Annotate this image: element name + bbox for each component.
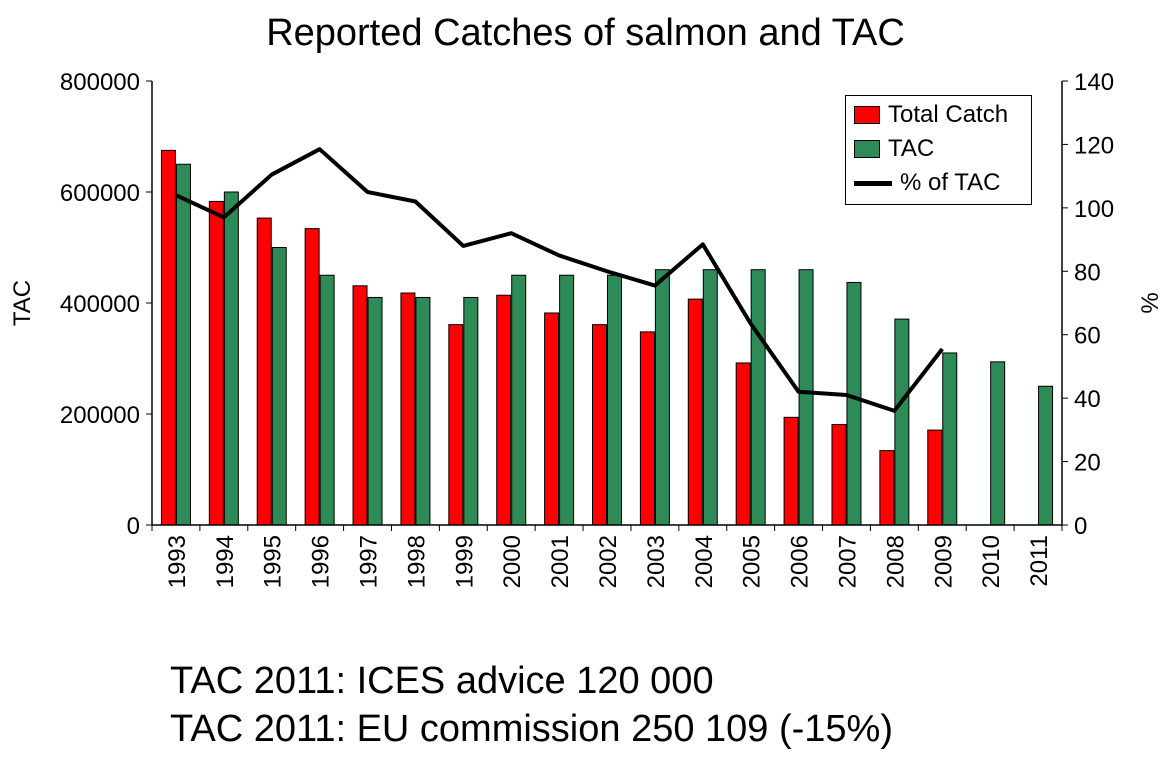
x-tick-label: 1993 (164, 535, 191, 588)
chart-plot: 0 200000 400000 600000 800000 0 20 40 60 80 100 120… (9, 69, 1164, 588)
legend-item-total-catch: Total Catch (854, 100, 1008, 130)
bar-tac-2004 (702, 269, 718, 526)
bar-tac-2003 (654, 269, 670, 526)
x-tick-label: 1999 (451, 535, 478, 588)
bar-total-catch-2005 (735, 362, 751, 526)
chart-title: Reported Catches of salmon and TAC (266, 12, 905, 54)
x-tick-label: 1997 (356, 535, 383, 588)
legend-label-pct-tac: % of TAC (900, 169, 1001, 196)
bar-tac-2009 (942, 352, 958, 526)
legend-label-total-catch: Total Catch (888, 101, 1009, 128)
bar-tac-2006 (798, 269, 814, 526)
bar-total-catch-1999 (448, 324, 464, 526)
bar-tac-2000 (511, 274, 527, 526)
bar-tac-2001 (559, 274, 575, 526)
x-tick-label: 2000 (499, 535, 526, 588)
note-eu-commission: TAC 2011: EU commission 250 109 (-15%) (170, 708, 894, 750)
bar-total-catch-1993 (160, 149, 176, 526)
y-tick-label: 800000 (60, 69, 140, 96)
legend-label-tac: TAC (888, 135, 935, 162)
y-tick-label: 600000 (60, 180, 140, 207)
x-tick-label: 1994 (212, 535, 239, 588)
bar-tac-2007 (846, 281, 862, 526)
y-axis-title: TAC (9, 280, 36, 326)
x-tick-label: 1996 (308, 535, 335, 588)
line-pct-of-tac (175, 147, 944, 413)
x-tick-label: 2011 (1026, 535, 1053, 587)
y-tick-label: 200000 (60, 402, 140, 429)
bar-tac-1998 (415, 296, 431, 526)
y2-tick-label: 80 (1074, 259, 1101, 286)
x-tick-label: 2010 (978, 535, 1005, 588)
bar-tac-2008 (894, 318, 910, 526)
bar-tac-2011 (1038, 385, 1054, 526)
bar-total-catch-2000 (496, 294, 512, 526)
y2-tick-label: 140 (1074, 69, 1114, 96)
legend-item-tac: TAC (854, 134, 934, 164)
x-tick-label: 2005 (739, 535, 766, 588)
bar-total-catch-2007 (831, 424, 847, 526)
bar-tac-1994 (223, 191, 239, 526)
x-tick-label: 1998 (403, 535, 430, 588)
bar-total-catch-2003 (639, 331, 655, 526)
bar-total-catch-1998 (400, 292, 416, 526)
legend-swatch-total-catch (854, 106, 880, 124)
y2-tick-label: 20 (1074, 450, 1101, 477)
bar-tac-1997 (367, 296, 383, 526)
y2-tick-label: 0 (1074, 513, 1087, 540)
legend: Total Catch TAC % of TAC (845, 95, 1032, 205)
bar-total-catch-2009 (927, 429, 943, 526)
bar-total-catch-2006 (783, 416, 799, 526)
x-tick-label: 2001 (547, 535, 574, 588)
bar-tac-2005 (750, 269, 766, 526)
bar-tac-2010 (990, 361, 1006, 526)
bar-tac-1995 (271, 247, 287, 526)
x-tick-label: 2009 (930, 535, 957, 588)
x-tick-label: 2008 (882, 535, 909, 588)
y-tick-label: 400000 (60, 291, 140, 318)
bar-total-catch-1996 (304, 228, 320, 526)
x-tick-label: 1995 (260, 535, 287, 588)
x-tick-label: 2006 (787, 535, 814, 588)
bar-tac-1996 (319, 274, 335, 526)
y2-tick-label: 120 (1074, 132, 1114, 159)
bar-total-catch-2001 (544, 312, 560, 526)
x-tick-label: 2007 (834, 535, 861, 588)
bar-total-catch-1995 (256, 217, 272, 526)
x-tick-label: 2002 (595, 535, 622, 588)
y2-tick-label: 100 (1074, 196, 1114, 223)
bar-tac-1993 (175, 163, 191, 526)
bar-total-catch-2008 (879, 450, 895, 526)
bar-total-catch-1994 (208, 200, 224, 526)
bar-tac-1999 (463, 296, 479, 526)
x-tick-label: 2004 (691, 535, 718, 588)
legend-item-pct-tac: % of TAC (854, 168, 1000, 198)
bar-total-catch-2002 (592, 324, 607, 526)
y2-axis-title: % (1137, 292, 1164, 313)
bar-total-catch-2004 (687, 298, 703, 526)
legend-swatch-pct-tac (854, 180, 892, 186)
y2-tick-label: 40 (1074, 386, 1101, 413)
legend-swatch-tac (854, 140, 880, 158)
x-tick-label: 2003 (643, 535, 670, 588)
note-ices-advice: TAC 2011: ICES advice 120 000 (170, 660, 714, 702)
bar-total-catch-1997 (352, 285, 368, 526)
y-tick-label: 0 (127, 513, 140, 540)
y2-tick-label: 60 (1074, 323, 1101, 350)
bar-tac-2002 (607, 274, 622, 526)
